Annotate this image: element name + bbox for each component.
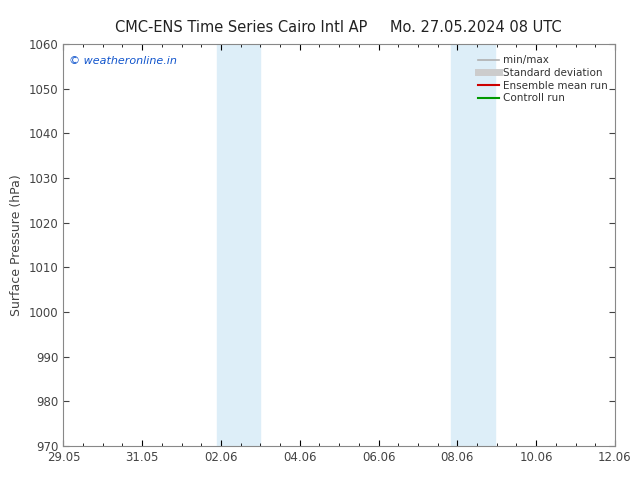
Text: © weatheronline.in: © weatheronline.in: [69, 56, 177, 66]
Text: Mo. 27.05.2024 08 UTC: Mo. 27.05.2024 08 UTC: [390, 20, 561, 35]
Y-axis label: Surface Pressure (hPa): Surface Pressure (hPa): [10, 174, 23, 316]
Legend: min/max, Standard deviation, Ensemble mean run, Controll run: min/max, Standard deviation, Ensemble me…: [476, 53, 610, 105]
Bar: [451, 44, 495, 446]
Text: CMC-ENS Time Series Cairo Intl AP: CMC-ENS Time Series Cairo Intl AP: [115, 20, 367, 35]
Bar: [217, 44, 261, 446]
